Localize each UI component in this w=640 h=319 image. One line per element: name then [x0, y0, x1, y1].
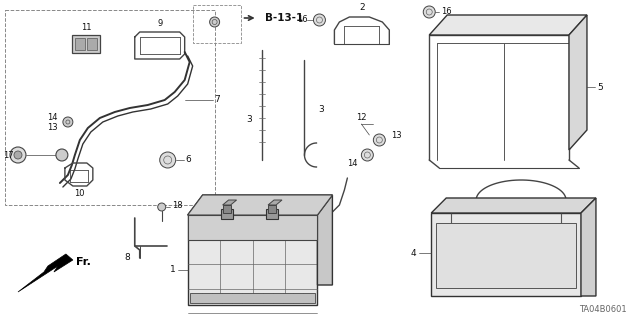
Text: 13: 13 — [47, 123, 58, 132]
Text: 3: 3 — [246, 115, 252, 124]
Circle shape — [373, 134, 385, 146]
Polygon shape — [18, 254, 73, 292]
Circle shape — [314, 14, 325, 26]
Circle shape — [157, 203, 166, 211]
Text: 10: 10 — [74, 189, 84, 198]
Text: 14: 14 — [347, 159, 357, 167]
Polygon shape — [268, 200, 282, 205]
Polygon shape — [581, 198, 596, 296]
Bar — [268, 205, 276, 213]
Bar — [75, 38, 85, 50]
Polygon shape — [431, 198, 596, 213]
Text: 17: 17 — [3, 151, 13, 160]
Circle shape — [423, 6, 435, 18]
Polygon shape — [223, 200, 237, 205]
Bar — [188, 215, 317, 240]
Bar — [436, 223, 576, 288]
Text: TA04B0601: TA04B0601 — [579, 306, 627, 315]
Text: 16: 16 — [297, 16, 307, 25]
Circle shape — [14, 151, 22, 159]
Circle shape — [56, 149, 68, 161]
Bar — [193, 5, 241, 43]
Text: 6: 6 — [186, 155, 191, 165]
Polygon shape — [569, 15, 587, 150]
Text: Fr.: Fr. — [76, 257, 91, 267]
Polygon shape — [429, 15, 587, 35]
Text: 18: 18 — [172, 201, 182, 210]
Bar — [87, 38, 97, 50]
Text: 1: 1 — [170, 265, 176, 275]
Text: 15: 15 — [272, 221, 282, 231]
Text: B-13-1: B-13-1 — [264, 13, 303, 23]
Text: 8: 8 — [124, 254, 130, 263]
Circle shape — [210, 17, 220, 27]
Bar — [189, 293, 316, 303]
Text: 12: 12 — [356, 114, 367, 122]
Text: 9: 9 — [157, 19, 163, 28]
Text: 11: 11 — [81, 24, 91, 33]
Text: 16: 16 — [441, 8, 452, 17]
Text: 4: 4 — [411, 249, 416, 257]
Bar — [72, 35, 100, 53]
Circle shape — [63, 117, 73, 127]
Bar — [5, 10, 214, 205]
Circle shape — [160, 152, 176, 168]
Bar — [221, 209, 232, 219]
Circle shape — [10, 147, 26, 163]
Text: 7: 7 — [214, 95, 220, 105]
Text: 2: 2 — [360, 4, 365, 12]
Bar — [188, 215, 317, 305]
Polygon shape — [317, 195, 332, 285]
Circle shape — [289, 216, 300, 228]
Polygon shape — [188, 195, 332, 215]
Bar — [223, 205, 230, 213]
Bar — [431, 213, 581, 296]
Circle shape — [362, 149, 373, 161]
Text: 13: 13 — [391, 130, 402, 139]
Bar — [266, 209, 278, 219]
Text: 5: 5 — [597, 83, 603, 92]
Polygon shape — [188, 195, 332, 215]
Text: 14: 14 — [47, 114, 58, 122]
Text: 3: 3 — [319, 106, 324, 115]
